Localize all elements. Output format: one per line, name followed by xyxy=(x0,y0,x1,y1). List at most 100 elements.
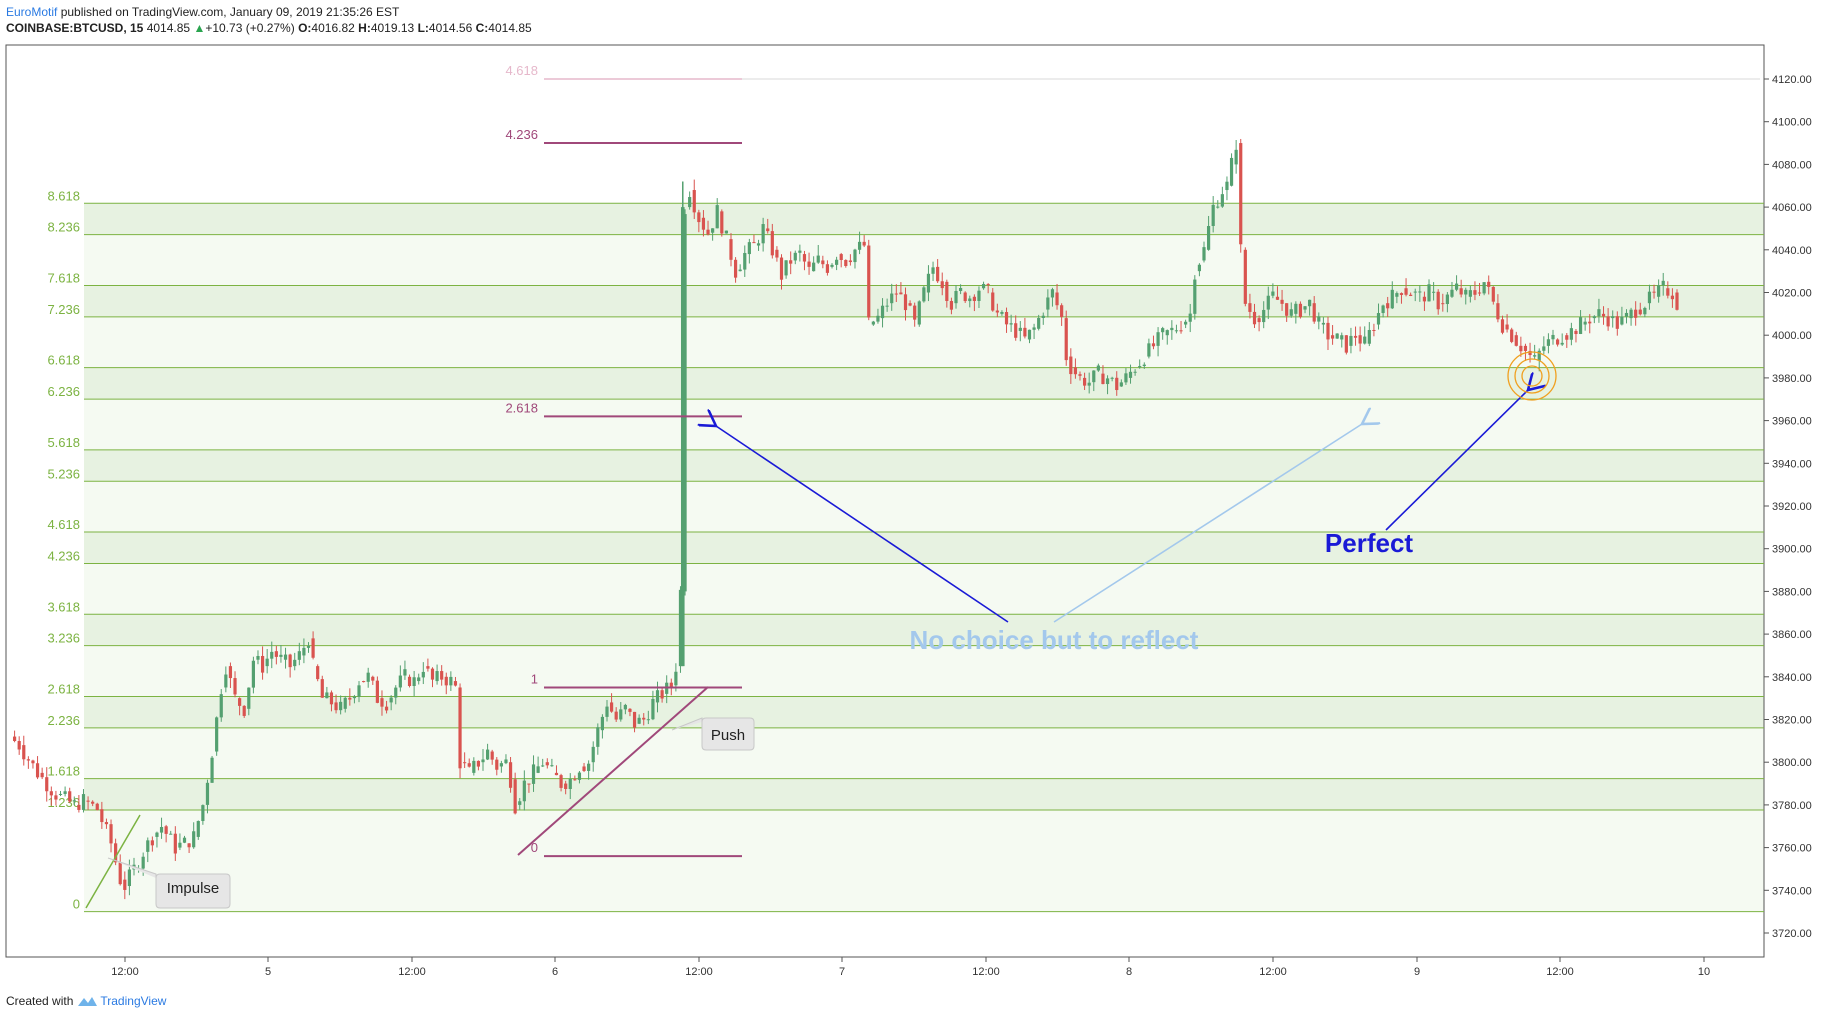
candle-body xyxy=(1353,335,1358,338)
purple-fib-extension[interactable]: 0 1 2.618 4.236 4.618 xyxy=(505,63,1760,858)
candle-body xyxy=(1188,313,1192,322)
candle-body xyxy=(680,207,685,667)
y-tick-label: 4120.00 xyxy=(1772,74,1812,86)
candle-body xyxy=(242,705,246,716)
candle-body xyxy=(600,716,605,731)
candle-body xyxy=(1661,280,1665,286)
candle-body xyxy=(1413,291,1417,293)
candle-body xyxy=(1257,318,1261,323)
candle-body xyxy=(22,745,26,760)
candle-body xyxy=(812,262,816,272)
x-tick-label: 6 xyxy=(552,966,558,978)
candle-body xyxy=(407,676,412,687)
reflect-arrow-light[interactable] xyxy=(1053,424,1362,623)
y-tick-label: 3980.00 xyxy=(1772,373,1812,385)
candle-body xyxy=(637,717,641,724)
price-axis[interactable]: 4120.00 4100.00 4080.00 4060.00 4040.00 4020.… xyxy=(1764,74,1812,940)
tradingview-logo[interactable]: TradingView xyxy=(76,994,166,1008)
candle-body xyxy=(1335,333,1339,339)
candle-body xyxy=(894,293,898,295)
x-tick-label: 12:00 xyxy=(398,966,426,978)
candle-body xyxy=(692,190,696,213)
reflect-arrow-dark[interactable] xyxy=(716,426,1009,623)
candle-body xyxy=(1138,366,1142,368)
candle-body xyxy=(545,762,549,766)
candle-body xyxy=(1487,281,1491,287)
time-axis[interactable]: 12:00 5 12:00 6 12:00 7 12:00 8 12:00 9 12:00 10 xyxy=(111,957,1710,978)
push-trendline[interactable] xyxy=(517,686,709,856)
candle-body xyxy=(1119,382,1123,387)
symbol-name: COINBASE:BTCUSD, 15 xyxy=(6,21,144,35)
y-tick-label: 4040.00 xyxy=(1772,245,1812,257)
push-callout[interactable]: Push xyxy=(671,717,755,751)
candle-body xyxy=(1670,295,1675,300)
purple-fib-label: 0 xyxy=(531,840,538,855)
author-link[interactable]: EuroMotif xyxy=(6,5,58,19)
candle-body xyxy=(1271,291,1275,296)
candle-body xyxy=(192,831,196,848)
candle-body xyxy=(1161,328,1165,333)
candle-body xyxy=(1206,225,1211,250)
candle-body xyxy=(981,283,986,289)
candle-body xyxy=(733,259,738,278)
x-tick-label: 12:00 xyxy=(111,966,139,978)
candle-body xyxy=(1147,343,1151,357)
candle-body xyxy=(1303,306,1307,310)
candle-body xyxy=(1101,373,1105,385)
impulse-callout[interactable]: Impulse xyxy=(107,857,231,909)
fib-band xyxy=(84,727,1764,779)
open-value: 4016.82 xyxy=(311,21,355,35)
candle-body xyxy=(1018,327,1022,331)
x-tick-label: 12:00 xyxy=(1546,966,1574,978)
candle-body xyxy=(1170,327,1174,331)
perfect-arrow[interactable] xyxy=(1385,390,1528,531)
impulse-trendline[interactable] xyxy=(85,814,141,909)
candle-body xyxy=(435,671,439,682)
fib-band xyxy=(84,614,1764,646)
candle-body xyxy=(325,692,329,699)
candle-body xyxy=(1441,303,1445,305)
candle-body xyxy=(1078,374,1082,376)
candle-body xyxy=(1657,285,1661,297)
candle-body xyxy=(1500,319,1505,333)
tradingview-cloud-icon xyxy=(78,997,98,1006)
candle-body xyxy=(114,843,118,863)
candle-body xyxy=(1358,335,1362,344)
candle-body xyxy=(490,751,494,760)
candle-body xyxy=(527,783,531,785)
candle-body xyxy=(228,666,233,679)
x-tick-label: 12:00 xyxy=(685,966,713,978)
candle-body xyxy=(1528,350,1532,356)
candle-body xyxy=(1082,377,1087,386)
candle-body xyxy=(95,803,99,811)
candle-body xyxy=(1666,288,1670,296)
candle-body xyxy=(1620,316,1624,325)
candle-body xyxy=(880,305,885,319)
candle-body xyxy=(380,698,384,707)
candle-body xyxy=(1142,364,1146,367)
candle-body xyxy=(793,252,797,261)
candle-body xyxy=(366,672,370,682)
candle-body xyxy=(871,321,875,325)
candle-body xyxy=(1037,318,1041,329)
candle-body xyxy=(1128,371,1133,378)
candle-body xyxy=(1330,335,1335,339)
candle-body xyxy=(1638,309,1642,315)
y-tick-label: 3880.00 xyxy=(1772,586,1812,598)
candle-body xyxy=(738,269,742,272)
candle-body xyxy=(536,766,540,773)
candle-body xyxy=(164,826,168,834)
candle-body xyxy=(1174,330,1179,332)
candle-body xyxy=(660,690,664,699)
candle-body xyxy=(1560,342,1564,345)
candle-body xyxy=(219,694,223,718)
candle-body xyxy=(251,660,255,688)
candle-body xyxy=(775,249,779,258)
candle-body xyxy=(674,671,678,686)
candle-body xyxy=(389,697,393,703)
annotations[interactable]: Impulse Push No choice but to reflect Pe… xyxy=(85,351,1557,909)
candle-body xyxy=(770,231,774,256)
candle-body xyxy=(642,717,646,720)
candle-body xyxy=(867,245,871,318)
